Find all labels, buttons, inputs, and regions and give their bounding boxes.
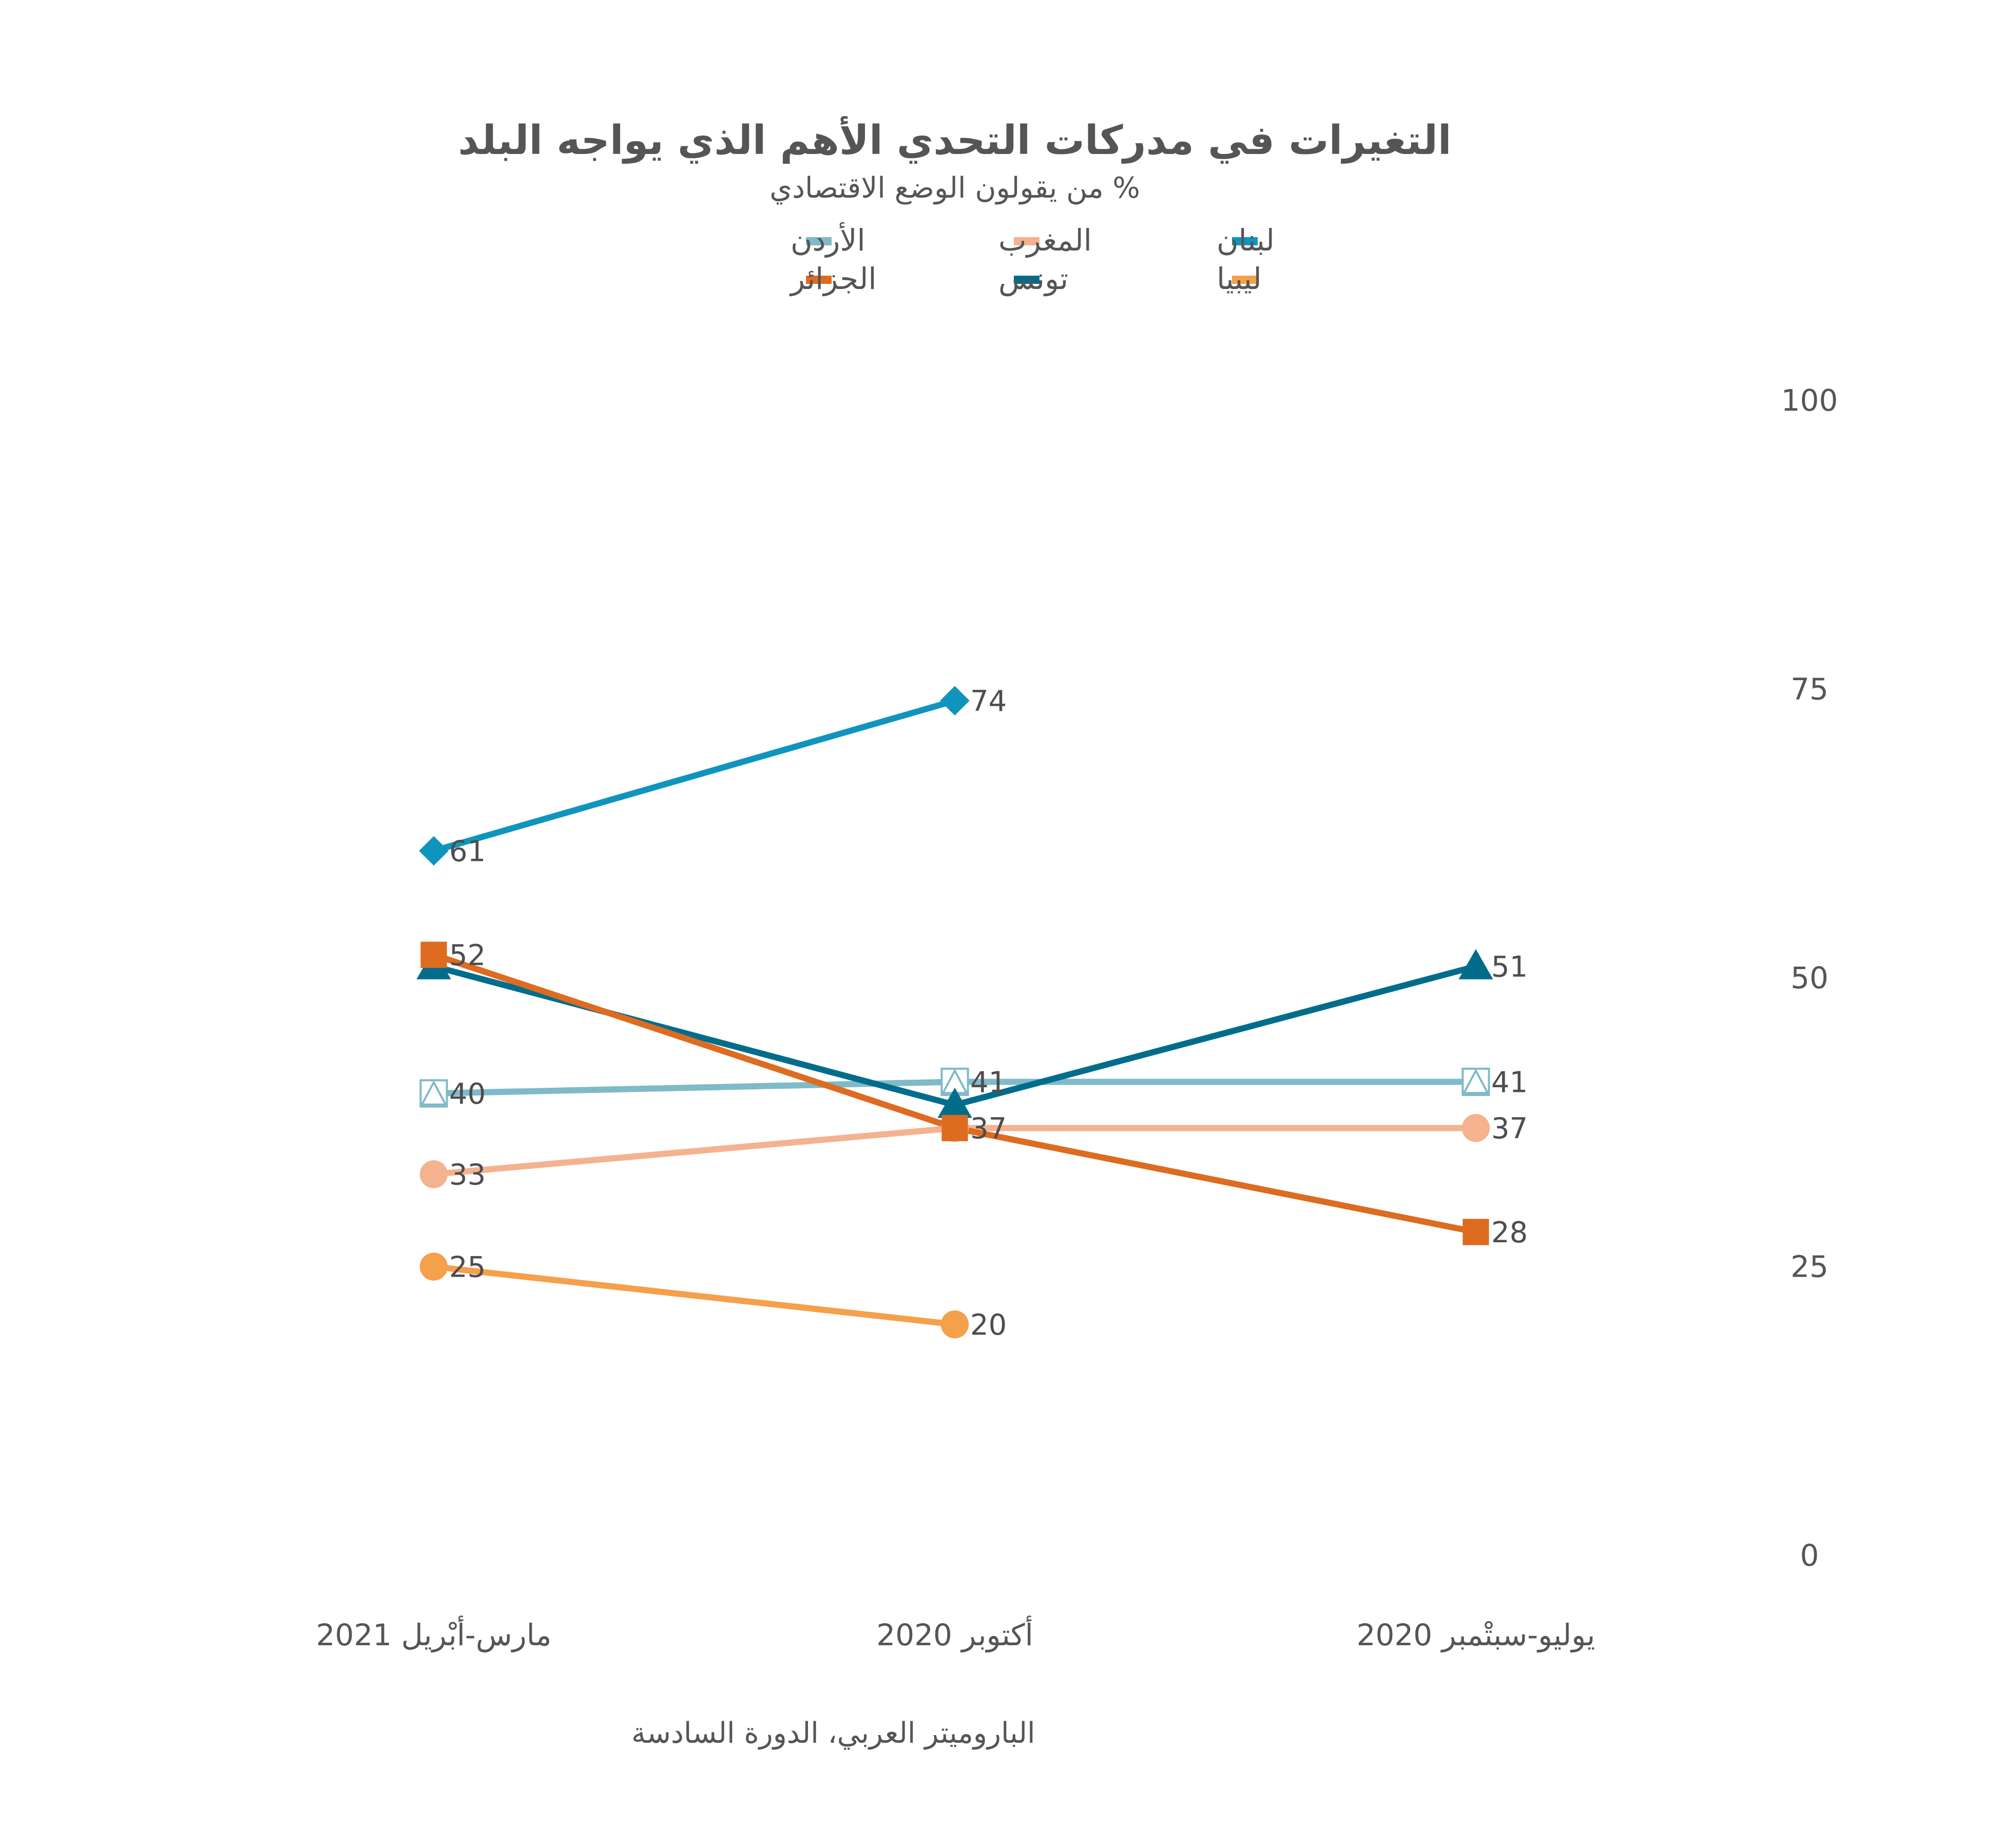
y-tick-label: 75 [1791, 672, 1828, 707]
series-6-point [1462, 1219, 1489, 1245]
series-1-legend-label: لبنان [1217, 223, 1275, 258]
series-5-point [1458, 949, 1493, 979]
series-1-data-label: 61 [449, 835, 486, 869]
series-6-point [941, 1114, 968, 1142]
series-4-point [419, 1253, 448, 1281]
series-lines [431, 698, 1479, 1327]
series-6-data-label: 52 [449, 939, 486, 972]
series-1-point [940, 686, 970, 716]
x-tick-label: أكتوبر 2020 [876, 1615, 1033, 1653]
y-tick-label: 50 [1791, 960, 1828, 995]
x-tick-label: يوليو-سبتْمبر 2020 [1357, 1618, 1595, 1653]
y-axis: 100 75 50 25 0 [1781, 383, 1838, 1573]
series-6-data-label: 28 [1491, 1216, 1528, 1249]
series-2-data-label: 33 [449, 1159, 486, 1192]
series-2-data-label: 37 [970, 1112, 1007, 1146]
series-3-point [419, 1079, 448, 1108]
series-5-point [937, 1087, 972, 1118]
caption: الباروميتر العربي، الدورة السادسة [631, 1717, 1035, 1750]
series-2-legend-label: المغرب [998, 223, 1092, 258]
series-1-line [431, 698, 958, 854]
series-4-point [940, 1310, 969, 1339]
series-6-legend-label: الجزائر [789, 261, 877, 297]
series-markers [416, 686, 1493, 1339]
series-4-line [431, 1263, 958, 1327]
series-3-data-label: 41 [970, 1066, 1007, 1100]
chart-subtitle: % من يقولون الوضع الاقتصادي [769, 171, 1140, 205]
series-6-point [420, 941, 447, 968]
series-3-legend-label: الأردن [791, 222, 865, 258]
series-5-data-label: 51 [1491, 951, 1528, 984]
series-2-data-label: 37 [1491, 1112, 1528, 1146]
series-4-data-label: 25 [449, 1251, 486, 1284]
chart-title: التغيرات في مدركات التحدي الأهم الذي يوا… [458, 117, 1451, 164]
legend: لبنان المغرب الأردن ليبيا تونس الجزائر [789, 222, 1275, 297]
series-2-point [419, 1160, 448, 1188]
series-1-point [419, 836, 449, 866]
series-5-legend-label: تونس [998, 261, 1068, 297]
y-tick-label: 100 [1781, 383, 1838, 418]
series-4-legend-label: ليبيا [1217, 261, 1262, 296]
y-tick-label: 25 [1791, 1249, 1828, 1284]
data-labels: 61 74 33 37 37 40 41 41 25 20 51 52 28 [449, 685, 1528, 1342]
series-3-point [1461, 1067, 1490, 1096]
series-4-data-label: 20 [970, 1308, 1007, 1342]
series-2-point [1461, 1114, 1490, 1142]
x-axis: مارس-أبْريل 2021 أكتوبر 2020 يوليو-سبتْمبر… [316, 1615, 1595, 1653]
series-3-data-label: 40 [449, 1077, 486, 1111]
y-tick-label: 0 [1800, 1538, 1819, 1573]
series-3-data-label: 41 [1491, 1066, 1528, 1100]
x-tick-label: مارس-أبْريل 2021 [316, 1615, 552, 1653]
series-1-data-label: 74 [970, 685, 1007, 718]
